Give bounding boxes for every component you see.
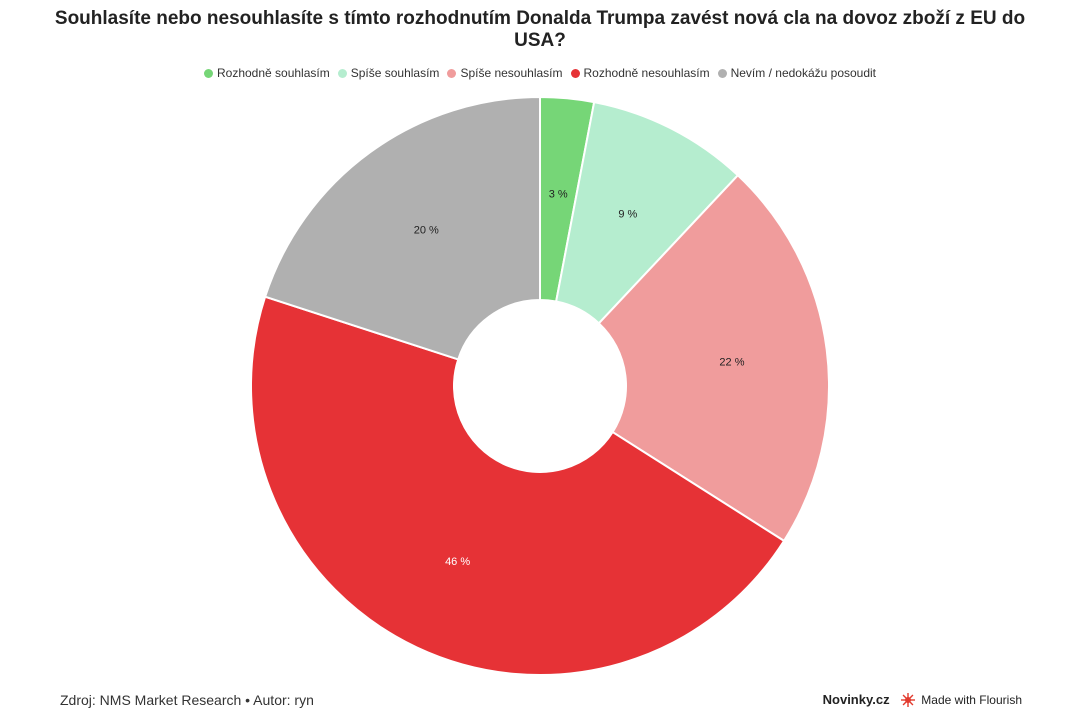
legend-swatch: [337, 69, 347, 78]
legend-item[interactable]: Rozhodně souhlasím: [203, 66, 330, 80]
legend-item[interactable]: Spíše nesouhlasím: [447, 66, 563, 80]
slice-label: 9 %: [618, 209, 637, 221]
legend-label: Spíše nesouhlasím: [460, 66, 563, 80]
slice-label: 3 %: [549, 188, 568, 200]
label-group: 3 % 9 % 22 % 46 % 20 %: [414, 188, 745, 568]
chart-legend: Rozhodně souhlasím Spíše souhlasím Spíše n…: [0, 66, 1080, 80]
legend-swatch: [447, 69, 457, 78]
slice-label: 46 %: [445, 556, 470, 568]
flourish-logo-icon: [900, 693, 915, 707]
legend-swatch: [717, 69, 727, 78]
legend-label: Rozhodně souhlasím: [216, 66, 330, 80]
legend-item[interactable]: Rozhodně nesouhlasím: [570, 66, 710, 80]
donut-slice[interactable]: [263, 95, 541, 361]
slice-label: 22 %: [719, 357, 744, 369]
source-note: Zdroj: NMS Market Research • Autor: ryn: [60, 692, 314, 708]
donut-slice[interactable]: [597, 173, 830, 543]
legend-item[interactable]: Nevím / nedokážu posoudit: [717, 66, 877, 80]
brand-logo[interactable]: Novinky.cz: [822, 692, 890, 707]
chart-title: Souhlasíte nebo nesouhlasíte s tímto roz…: [54, 8, 1026, 51]
legend-swatch: [570, 69, 580, 78]
slice-group: [250, 95, 830, 676]
legend-label: Spíše souhlasím: [350, 66, 440, 80]
slice-label: 20 %: [414, 224, 439, 236]
legend-swatch: [203, 69, 213, 78]
legend-label: Nevím / nedokážu posoudit: [730, 66, 877, 80]
footer-credits: Novinky.cz Made with Flourish: [823, 692, 1022, 707]
legend-label: Rozhodně nesouhlasím: [583, 66, 710, 80]
donut-slice[interactable]: [554, 100, 740, 325]
donut-slice[interactable]: [250, 295, 786, 676]
made-with-flourish-link[interactable]: Made with Flourish: [921, 693, 1022, 707]
legend-item[interactable]: Spíše souhlasím: [337, 66, 440, 80]
